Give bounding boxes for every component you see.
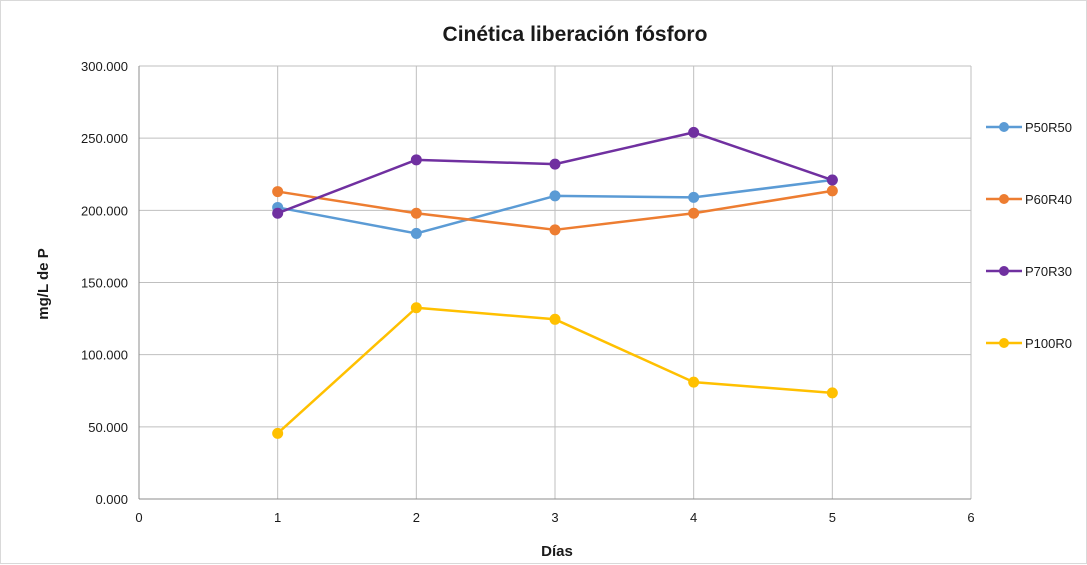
legend-label: P70R30	[1025, 264, 1072, 279]
y-tick-label: 50.000	[88, 420, 128, 435]
legend-item: P60R40	[986, 192, 1072, 207]
x-tick-label: 0	[135, 510, 142, 525]
series-group	[272, 126, 838, 439]
y-tick-label: 200.000	[81, 203, 128, 218]
y-tick-label: 250.000	[81, 131, 128, 146]
data-point	[272, 207, 284, 219]
data-point	[410, 207, 422, 219]
x-tick-label: 6	[967, 510, 974, 525]
legend-item: P50R50	[986, 120, 1072, 135]
data-point	[549, 190, 561, 202]
x-tick-label: 4	[690, 510, 697, 525]
y-axis-title: mg/L de P	[35, 248, 52, 319]
x-axis-title: Días	[541, 543, 573, 560]
chart-title: Cinética liberación fósforo	[443, 23, 708, 46]
legend-swatch-marker	[999, 194, 1009, 204]
x-tick-label: 1	[274, 510, 281, 525]
data-point	[688, 207, 700, 219]
data-point	[688, 191, 700, 203]
data-point	[688, 126, 700, 138]
legend-swatch-marker	[999, 338, 1009, 348]
data-point	[272, 186, 284, 198]
legend-item: P100R0	[986, 336, 1072, 351]
data-point	[549, 313, 561, 325]
y-tick-label: 100.000	[81, 348, 128, 363]
legend-label: P60R40	[1025, 192, 1072, 207]
legend-item: P70R30	[986, 264, 1072, 279]
data-point	[826, 174, 838, 186]
data-point	[549, 158, 561, 170]
legend-label: P50R50	[1025, 120, 1072, 135]
legend-swatch-marker	[999, 266, 1009, 276]
legend-swatch-marker	[999, 122, 1009, 132]
y-tick-label: 0.000	[95, 492, 128, 507]
series-p70r30	[272, 126, 838, 219]
x-tick-label: 3	[551, 510, 558, 525]
data-point	[826, 185, 838, 197]
data-point	[272, 427, 284, 439]
series-p100r0	[272, 302, 838, 439]
data-point	[410, 302, 422, 314]
y-axis-ticks: 0.000 50.000 100.000 150.000 200.000 250.000 3…	[81, 59, 128, 507]
data-point	[688, 376, 700, 388]
x-tick-label: 5	[829, 510, 836, 525]
grid	[138, 65, 972, 500]
x-axis-ticks: 0 1 2 3 4 5 6	[135, 510, 974, 525]
data-point	[410, 227, 422, 239]
data-point	[826, 387, 838, 399]
data-point	[549, 224, 561, 236]
legend: P50R50 P60R40 P70R30 P100R0	[986, 120, 1072, 351]
data-point	[410, 154, 422, 166]
y-tick-label: 150.000	[81, 276, 128, 291]
x-tick-label: 2	[413, 510, 420, 525]
y-tick-label: 300.000	[81, 59, 128, 74]
legend-label: P100R0	[1025, 336, 1072, 351]
series-p60r40	[272, 185, 838, 236]
